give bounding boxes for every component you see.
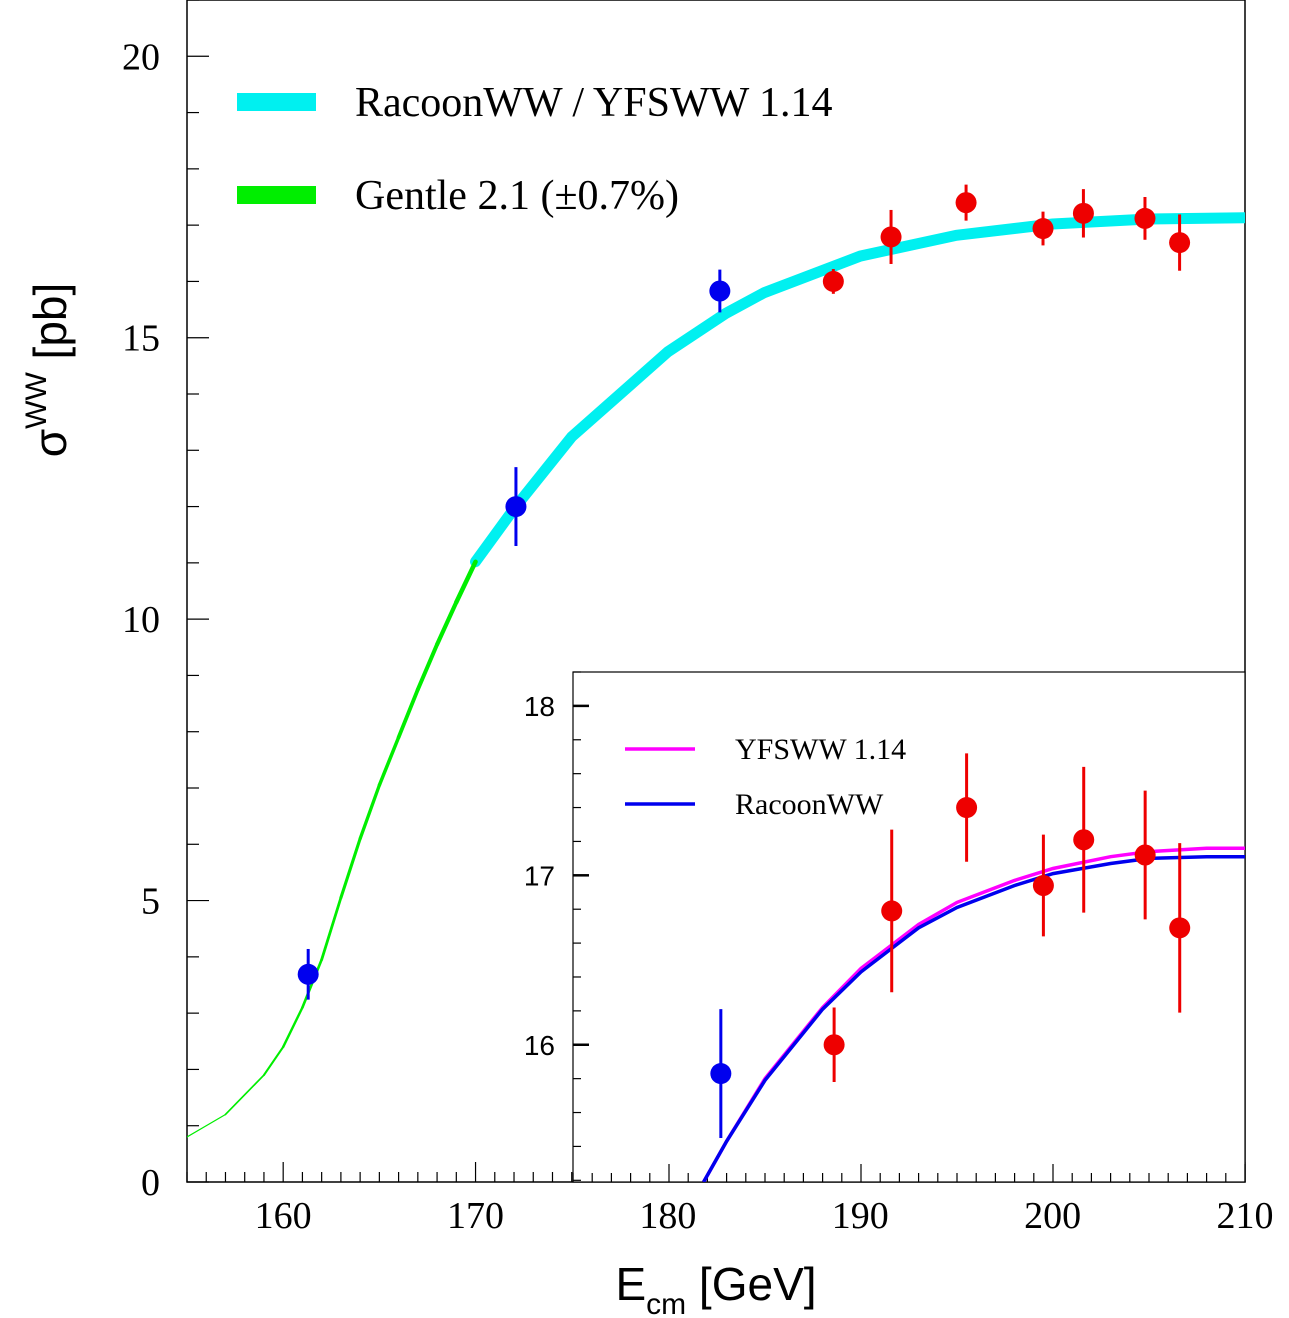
inset-legend-label: YFSWW 1.14 bbox=[735, 733, 906, 766]
gentle-line-segment bbox=[358, 783, 382, 841]
inset-data-point bbox=[1169, 917, 1191, 939]
main-curves bbox=[187, 184, 1245, 1138]
x-axis-title: Ecm [GeV] bbox=[615, 1258, 816, 1318]
y-tick-label: 10 bbox=[122, 599, 160, 641]
data-point bbox=[822, 270, 844, 292]
inset-data-point bbox=[1134, 844, 1156, 866]
inset-y-tick-label: 17 bbox=[524, 860, 555, 891]
inset-data-point bbox=[823, 1034, 845, 1056]
inset-data-point bbox=[881, 900, 903, 922]
y-tick-label: 15 bbox=[122, 318, 160, 360]
inset-data-point bbox=[1032, 874, 1054, 896]
gentle-line-segment bbox=[187, 1113, 227, 1138]
gentle-line-segment bbox=[262, 1045, 285, 1077]
data-point bbox=[1134, 207, 1156, 229]
gentle-line-segment bbox=[396, 687, 420, 740]
main-plot: 160 170 180 190 200 210 0 5 10 15 20 RacoonWW / YFS… bbox=[122, 0, 1274, 1237]
x-tick-label: 210 bbox=[1217, 1195, 1274, 1237]
inset-data-point bbox=[956, 797, 978, 819]
inset-legend-label: RacoonWW bbox=[735, 788, 884, 821]
data-point bbox=[297, 963, 319, 985]
inset-frame bbox=[572, 671, 1246, 1183]
inset-plot: 16 17 18 YFSWW 1.14 RacoonWW bbox=[524, 671, 1246, 1183]
data-point bbox=[709, 280, 731, 302]
gentle-line-segment bbox=[281, 1006, 304, 1049]
gentle-line-segment bbox=[454, 559, 478, 605]
data-point bbox=[955, 192, 977, 214]
gentle-line-segment bbox=[224, 1074, 265, 1116]
legend-label: Gentle 2.1 (±0.7%) bbox=[355, 173, 679, 219]
inset-curves bbox=[702, 753, 1245, 1182]
data-point bbox=[505, 496, 527, 518]
y-axis-title: σWW [pb] bbox=[20, 283, 76, 458]
inset-data-point bbox=[710, 1063, 732, 1085]
x-tick-label: 190 bbox=[832, 1195, 889, 1237]
data-point bbox=[1072, 202, 1094, 224]
racoon-yfsww-band bbox=[470, 212, 1245, 568]
y-tick-label: 20 bbox=[122, 36, 160, 78]
y-tick-label: 5 bbox=[141, 881, 160, 923]
gentle-line-segment bbox=[377, 735, 401, 787]
inset-y-tick-label: 16 bbox=[524, 1030, 555, 1061]
inset-data-point bbox=[1073, 829, 1095, 851]
x-tick-label: 170 bbox=[447, 1195, 504, 1237]
data-point bbox=[1032, 218, 1054, 240]
legend-label: RacoonWW / YFSWW 1.14 bbox=[355, 80, 833, 126]
gentle-line-segment bbox=[415, 642, 440, 692]
gentle-line-segment bbox=[339, 837, 362, 900]
gentle-line-segment bbox=[320, 896, 343, 962]
gentle-line-segment bbox=[434, 600, 459, 647]
y-tick-label: 0 bbox=[141, 1162, 160, 1204]
data-point bbox=[1169, 232, 1191, 254]
x-tick-label: 180 bbox=[639, 1195, 696, 1237]
data-point bbox=[880, 226, 902, 248]
x-tick-label: 200 bbox=[1024, 1195, 1081, 1237]
x-tick-label: 160 bbox=[255, 1195, 312, 1237]
inset-y-tick-label: 18 bbox=[524, 691, 555, 722]
axis-labels: Ecm [GeV] σWW [pb] bbox=[20, 283, 817, 1318]
